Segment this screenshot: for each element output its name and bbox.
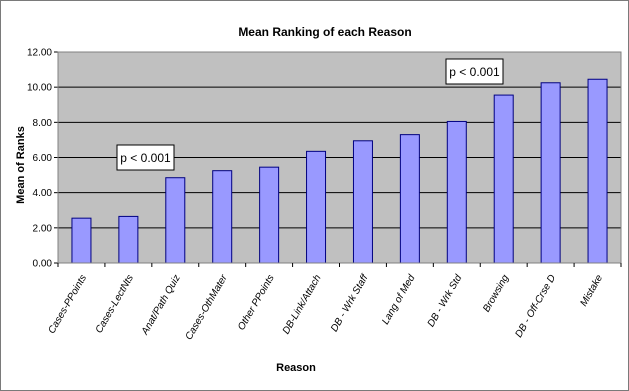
- bar: [352, 140, 373, 264]
- category-label: Cases-PPoints: [46, 273, 89, 336]
- annotation-box: [445, 58, 504, 85]
- bars: [71, 78, 608, 264]
- bar: [587, 78, 608, 264]
- axes: [57, 51, 622, 267]
- y-tick-label: 0.00: [33, 259, 53, 270]
- category-label: Lang of Med: [380, 273, 418, 327]
- category-label: Mistake: [578, 273, 605, 309]
- category-label: DB-Link/Attach: [281, 273, 324, 337]
- bar: [165, 177, 186, 264]
- y-axis-title: Mean of Ranks: [15, 126, 27, 204]
- category-label: Anat/Path Quiz: [139, 273, 183, 338]
- bar: [446, 120, 467, 264]
- category-label: Cases-OthMater: [184, 272, 231, 342]
- y-tick-label: 2.00: [33, 223, 53, 234]
- category-label: Other PPoints: [236, 273, 277, 332]
- bar: [259, 166, 280, 264]
- y-tick-label: 10.00: [27, 83, 52, 94]
- y-tick-label: 12.00: [27, 48, 52, 59]
- annotation-label: p < 0.001: [120, 151, 171, 165]
- bar: [306, 150, 327, 264]
- category-label: DB - Off-Crse D: [513, 273, 558, 340]
- annotations: p < 0.001 p < 0.001: [116, 58, 504, 171]
- annotation-label: p < 0.001: [449, 65, 500, 79]
- y-tick-label: 8.00: [33, 118, 53, 129]
- category-label: Cases-LectNts: [94, 273, 136, 335]
- category-label: Browsing: [481, 273, 511, 314]
- bar: [118, 215, 139, 264]
- category-label: DB - Wrk Staff: [329, 272, 371, 334]
- annotation-box: [116, 144, 175, 171]
- y-tick-label: 4.00: [33, 188, 53, 199]
- y-tick-labels: 0.00 2.00 4.00 6.00 8.00 10.00 12.00: [27, 48, 52, 270]
- y-tick-label: 6.00: [33, 153, 53, 164]
- x-tick-labels: Cases-PPoints Cases-LectNts Anat/Path Quiz…: [46, 272, 605, 342]
- bar: [493, 94, 514, 264]
- bar: [399, 134, 420, 264]
- chart-title: Mean Ranking of each Reason: [238, 25, 411, 39]
- x-axis-title: Reason: [276, 362, 316, 374]
- category-label: DB - Wrk Std: [426, 273, 465, 329]
- bar: [71, 217, 92, 264]
- bar: [212, 170, 233, 264]
- bar: [540, 82, 561, 264]
